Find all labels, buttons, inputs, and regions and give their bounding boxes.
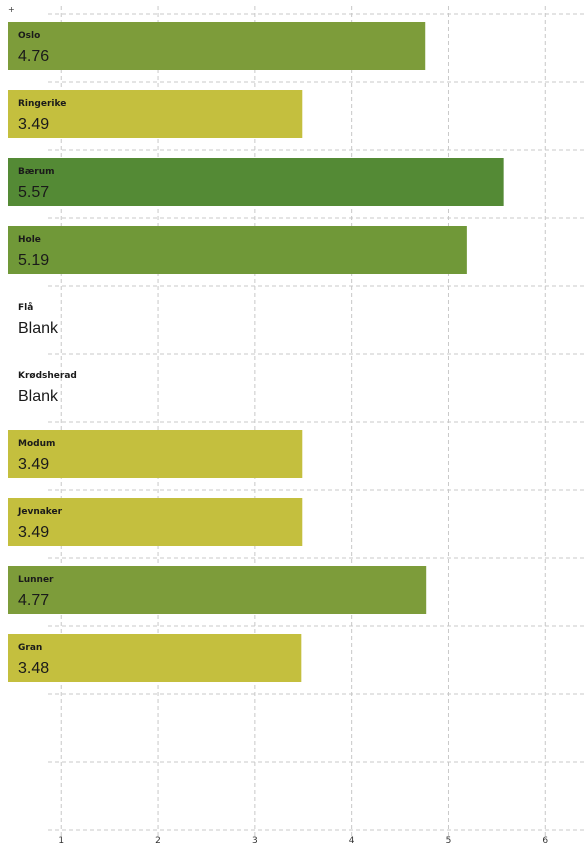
grid-lines	[48, 6, 584, 836]
category-label: Gran	[18, 643, 42, 653]
x-tick-label: 1	[58, 836, 64, 846]
category-label: Lunner	[18, 575, 54, 585]
bar	[8, 226, 467, 274]
value-label: 5.19	[18, 252, 49, 269]
category-label: Hole	[18, 235, 41, 245]
value-label: 3.49	[18, 456, 49, 473]
category-label: Modum	[18, 439, 55, 449]
bar-labels: Oslo 4.76 Ringerike 3.49 Bærum 5.57 Hole 5.19 Fl…	[17, 31, 77, 677]
category-label: Flå	[18, 302, 33, 313]
bar	[8, 566, 427, 614]
bar	[8, 22, 426, 70]
category-label: Oslo	[18, 31, 40, 41]
category-label: Krødsherad	[18, 371, 77, 381]
value-label: 4.77	[18, 592, 49, 609]
x-tick-label: 3	[252, 836, 258, 846]
value-label: 4.76	[18, 48, 49, 65]
x-tick-label: 4	[349, 836, 355, 846]
value-label: 5.57	[18, 184, 49, 201]
bar	[8, 158, 504, 206]
bar	[8, 498, 303, 546]
bars	[8, 22, 504, 682]
category-label: Ringerike	[18, 99, 66, 109]
x-tick-label: 2	[155, 836, 161, 846]
x-axis-ticks: 1 2 3 4 5 6	[58, 836, 548, 846]
bar	[8, 90, 303, 138]
x-tick-label: 6	[542, 836, 548, 846]
value-label: 3.49	[18, 524, 49, 541]
value-label: Blank	[18, 320, 59, 337]
category-label: Jevnaker	[17, 507, 63, 517]
x-tick-label: 5	[446, 836, 452, 846]
bar	[8, 430, 303, 478]
bar	[8, 634, 302, 682]
value-label: 3.49	[18, 116, 49, 133]
value-label: Blank	[18, 388, 59, 405]
category-label: Bærum	[18, 167, 55, 177]
corner-mark: +	[8, 5, 15, 14]
value-label: 3.48	[18, 660, 49, 677]
